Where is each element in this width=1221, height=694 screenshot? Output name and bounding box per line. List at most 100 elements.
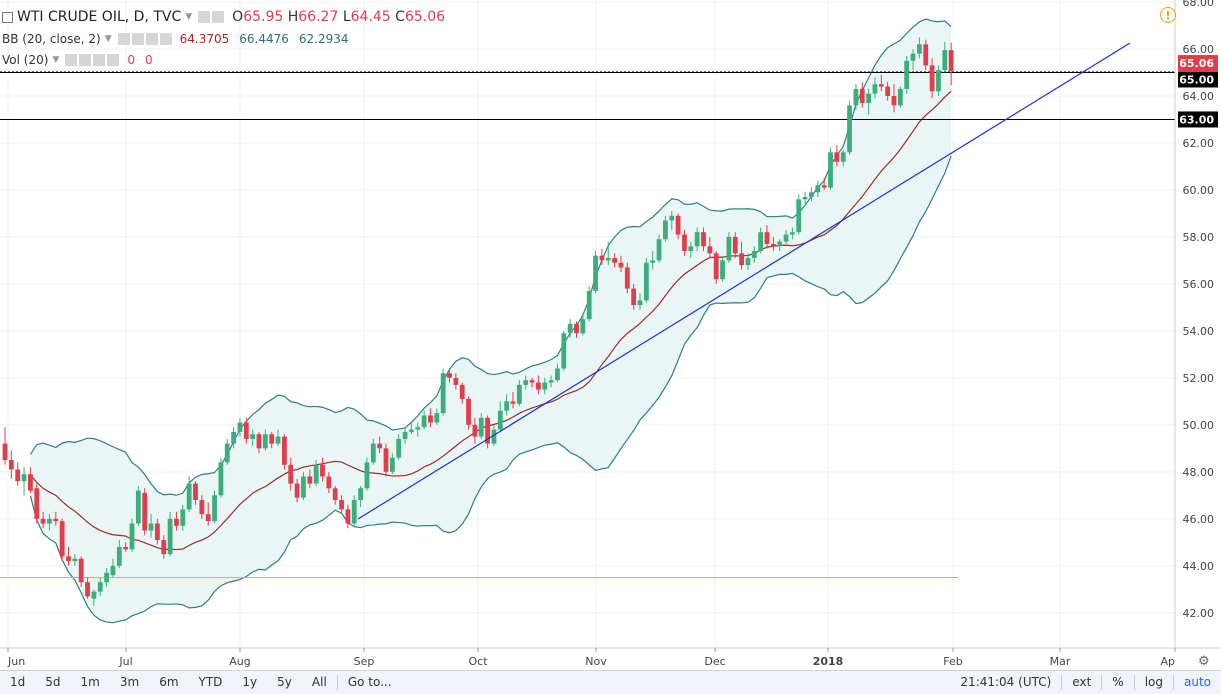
candle-body — [110, 565, 116, 576]
vol-value-2: 0 — [144, 53, 153, 67]
candle-body — [948, 50, 954, 72]
candle-body — [656, 239, 662, 261]
eye-icon[interactable] — [65, 54, 78, 66]
bb-lower-line — [29, 155, 952, 624]
collapse-legend-icon[interactable] — [2, 11, 13, 23]
vol-value-1: 0 — [127, 53, 135, 67]
chevron-down-icon[interactable]: ▼ — [104, 34, 112, 44]
plus-icon[interactable] — [145, 33, 158, 45]
candle-body — [561, 333, 567, 369]
last-price-label-bg — [1178, 55, 1218, 72]
range-all[interactable]: All — [311, 675, 327, 689]
price-label-63-bg — [1178, 111, 1218, 128]
candle-body — [148, 523, 154, 531]
close-value: 65.06 — [404, 9, 446, 25]
candle-body — [262, 434, 268, 449]
bb-lower-value: 62.2934 — [298, 32, 349, 46]
chevron-down-icon[interactable]: ▼ — [185, 12, 193, 22]
candle-body — [897, 88, 903, 106]
gear-icon[interactable]: ⚙ — [1198, 654, 1210, 669]
candle-body — [85, 582, 90, 597]
candle-body — [72, 558, 78, 562]
close-icon[interactable] — [107, 54, 120, 66]
close-icon[interactable] — [159, 33, 172, 45]
bb-band-fill — [30, 19, 952, 623]
clock-time[interactable]: 21:41:04 (UTC) — [960, 675, 1052, 689]
toolbar-divider — [1061, 675, 1063, 690]
candle-body — [790, 232, 795, 235]
candle-body — [605, 258, 611, 261]
candle-body — [205, 514, 211, 522]
candle-body — [269, 434, 275, 444]
candle-body — [472, 424, 478, 437]
candle-body — [91, 591, 97, 599]
range-3m[interactable]: 3m — [119, 675, 140, 689]
candle-body — [142, 492, 148, 531]
chevron-down-icon[interactable]: ▼ — [52, 55, 60, 65]
candle-body — [434, 413, 440, 423]
candle-body — [516, 384, 522, 404]
candle-body — [821, 185, 827, 188]
candle-body — [256, 434, 262, 449]
range-6m[interactable]: 6m — [159, 675, 179, 689]
trend-line — [357, 42, 1131, 520]
eye-icon[interactable] — [117, 33, 130, 45]
range-ytd[interactable]: YTD — [198, 675, 223, 689]
candle-body — [453, 377, 459, 385]
bottom-toolbar: 1d 5d 1m 3m 6m YTD 1y 5y All Go to... 21… — [0, 670, 1221, 694]
time-tick-label: Dec — [704, 655, 725, 668]
candle-body — [745, 258, 751, 266]
eye-icon[interactable] — [198, 11, 211, 23]
auto-button[interactable]: auto — [1183, 675, 1211, 689]
range-5d[interactable]: 5d — [45, 675, 61, 689]
price-tick-label: 62.00 — [1183, 137, 1215, 150]
candle-body — [847, 105, 852, 153]
candle-body — [243, 422, 249, 439]
range-1m[interactable]: 1m — [80, 675, 100, 689]
candle-body — [624, 267, 630, 289]
price-tick-label: 66.00 — [1183, 43, 1215, 56]
candle-body — [510, 401, 516, 404]
candle-body — [809, 192, 814, 197]
plus-icon[interactable] — [93, 54, 106, 66]
time-tick-label: Feb — [943, 655, 962, 668]
candle-body — [116, 546, 122, 566]
candle-body — [548, 380, 554, 383]
candle-body — [643, 262, 649, 301]
price-tick-label: 64.00 — [1183, 90, 1215, 103]
alert-icon[interactable]: ! — [1160, 7, 1176, 23]
log-button[interactable]: log — [1144, 675, 1163, 689]
ext-button[interactable]: ext — [1072, 675, 1092, 689]
candle-body — [872, 84, 878, 94]
candle-body — [180, 509, 186, 526]
time-tick-label: Nov — [585, 655, 607, 668]
settings-icon[interactable] — [131, 33, 144, 45]
candle-body — [466, 398, 471, 425]
range-1d[interactable]: 1d — [10, 675, 26, 689]
candle-body — [586, 290, 592, 320]
candle-body — [504, 401, 510, 411]
candle-body — [904, 60, 910, 89]
settings-icon[interactable] — [212, 11, 225, 23]
settings-icon[interactable] — [79, 54, 92, 66]
vol-label: Vol (20) — [2, 53, 49, 67]
range-1y[interactable]: 1y — [242, 675, 258, 689]
price-tick-label: 46.00 — [1183, 513, 1215, 526]
candle-body — [840, 152, 846, 162]
bb-label: BB (20, close, 2) — [2, 32, 101, 46]
candle-body — [497, 410, 503, 430]
range-5y[interactable]: 5y — [277, 675, 292, 689]
goto-button[interactable]: Go to... — [347, 675, 392, 689]
candle-body — [447, 373, 452, 378]
toolbar-divider — [1133, 675, 1135, 690]
candle-body — [917, 44, 922, 54]
candle-body — [910, 53, 916, 61]
candle-body — [536, 382, 541, 390]
percent-button[interactable]: % — [1112, 675, 1124, 689]
time-tick-label: Mar — [1050, 655, 1071, 668]
bb-basis-value: 64.3705 — [179, 32, 230, 46]
candle-body — [618, 262, 624, 268]
time-tick-label: Jul — [118, 655, 132, 668]
candle-body — [726, 236, 732, 261]
